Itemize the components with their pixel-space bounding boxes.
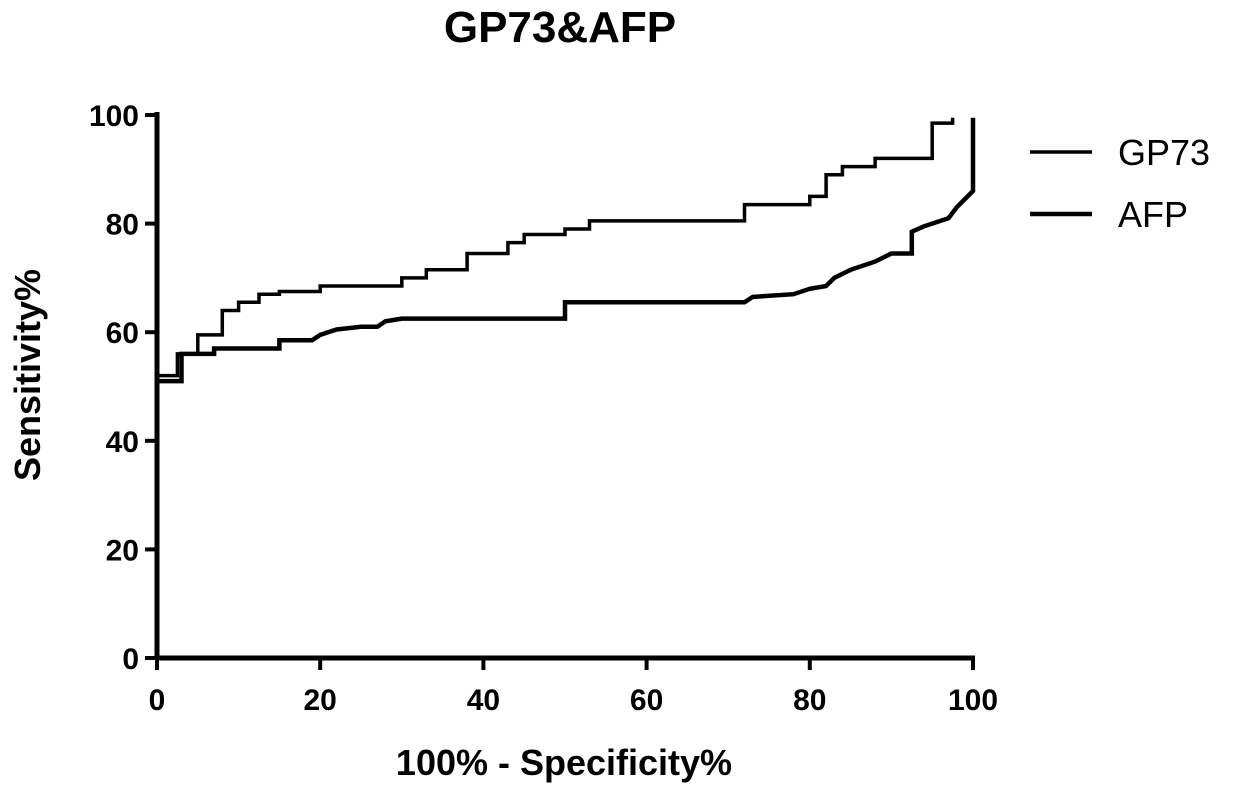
y-tick-label: 0: [122, 643, 139, 676]
chart-title: GP73&AFP: [444, 3, 676, 52]
series-layer: [157, 118, 973, 381]
x-tick-label: 80: [793, 684, 826, 717]
x-tick-label: 100: [948, 684, 998, 717]
legend-label-gp73: GP73: [1118, 132, 1210, 173]
x-tick-label: 40: [467, 684, 500, 717]
legend: GP73 AFP: [1030, 132, 1210, 235]
y-tick-label: 20: [106, 534, 139, 567]
x-tick-label: 0: [149, 684, 166, 717]
legend-label-afp: AFP: [1118, 194, 1188, 235]
y-tick-label: 80: [106, 209, 139, 242]
x-axis-label: 100% - Specificity%: [396, 742, 732, 783]
x-tick-label: 60: [630, 684, 663, 717]
axes: 0 20 40 60 80 100 0 20 40 60 80 100: [89, 100, 998, 717]
y-tick-label: 100: [89, 100, 139, 133]
series-line-afp: [157, 118, 973, 381]
x-tick-label: 20: [304, 684, 337, 717]
y-tick-label: 40: [106, 426, 139, 459]
y-tick-label: 60: [106, 317, 139, 350]
series-line-gp73: [157, 118, 953, 376]
y-axis-label: Sensitivity%: [7, 269, 48, 481]
